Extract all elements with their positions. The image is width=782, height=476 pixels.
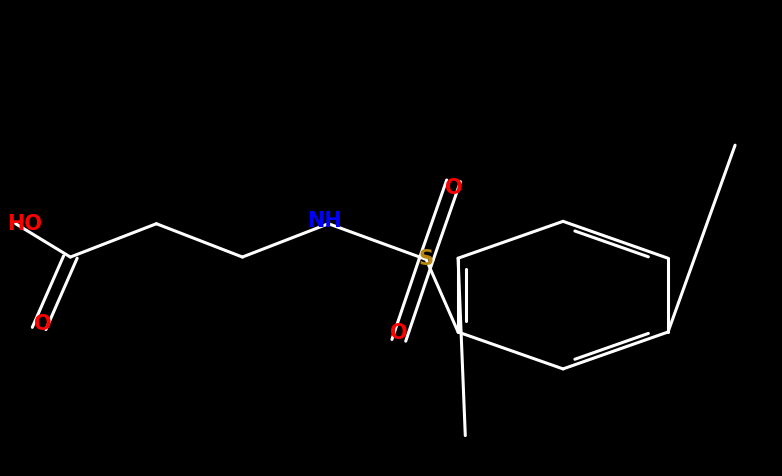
Text: S: S [418,249,434,269]
Text: O: O [390,323,407,343]
Text: O: O [445,178,462,198]
Text: HO: HO [8,214,42,234]
Text: NH: NH [307,211,342,231]
Text: O: O [34,314,52,334]
